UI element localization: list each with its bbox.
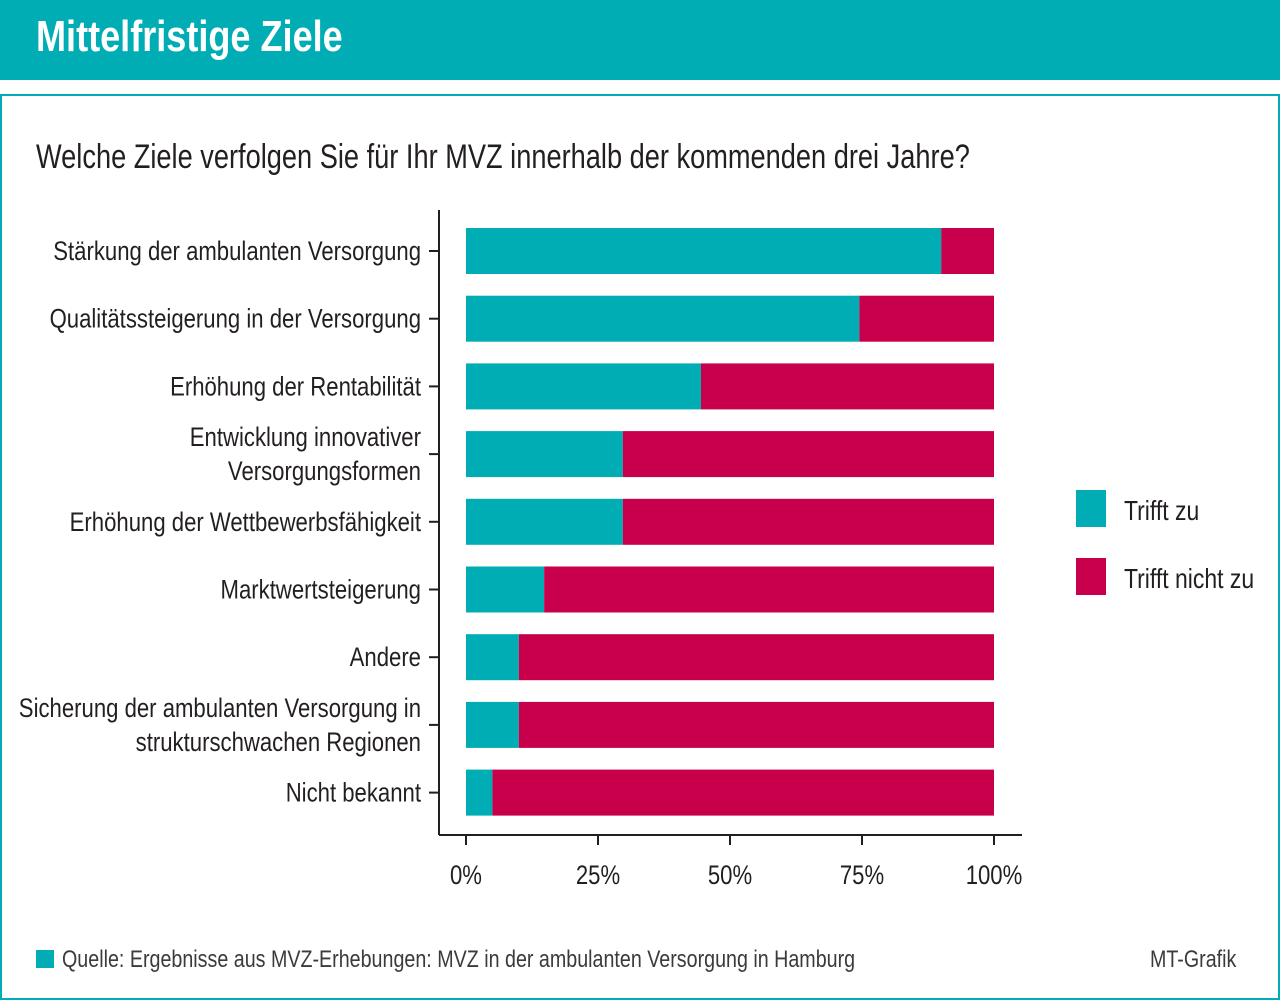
category-label-line: Entwicklung innovativer: [190, 423, 421, 453]
header-bar: Mittelfristige Ziele: [0, 0, 1280, 80]
chart-frame: [0, 94, 1280, 1000]
bar-trifft-zu: [466, 701, 519, 748]
bar-trifft-nicht-zu: [941, 228, 994, 274]
category-label-line: Versorgungsformen: [228, 457, 421, 487]
category-label-line: Andere: [350, 643, 421, 673]
legend-swatch: [1076, 558, 1106, 595]
bar-trifft-nicht-zu: [622, 498, 994, 545]
bar-trifft-zu: [466, 363, 701, 410]
category-label: Andere: [350, 643, 421, 673]
bar-trifft-zu: [466, 498, 623, 545]
category-label-line: Marktwertsteigerung: [221, 576, 421, 606]
bar-trifft-zu: [466, 566, 545, 613]
legend-swatch: [1076, 490, 1106, 527]
category-label: Qualitätssteigerung in der Versorgung: [50, 305, 421, 335]
chart-question: Welche Ziele verfolgen Sie für Ihr MVZ i…: [36, 138, 970, 176]
bar-trifft-nicht-zu: [700, 363, 994, 410]
page-title: Mittelfristige Ziele: [36, 12, 343, 61]
x-tick-label: 100%: [966, 861, 1023, 891]
bar-trifft-nicht-zu: [518, 634, 994, 681]
category-label: Stärkung der ambulanten Versorgung: [53, 237, 421, 267]
legend-label: Trifft zu: [1124, 496, 1199, 527]
source-note: Quelle: Ergebnisse aus MVZ-Erhebungen: M…: [62, 946, 856, 973]
bar-trifft-nicht-zu: [859, 295, 994, 342]
category-label-line: strukturschwachen Regionen: [136, 728, 421, 758]
x-tick-label: 0%: [450, 861, 482, 891]
category-label: Nicht bekannt: [286, 779, 421, 809]
category-label: Erhöhung der Wettbewerbsfähigkeit: [70, 508, 421, 538]
category-label-line: Qualitätssteigerung in der Versorgung: [50, 305, 421, 335]
category-label-line: Sicherung der ambulanten Versorgung in: [19, 694, 421, 724]
category-label: Entwicklung innovativer Versorgungsformen: [190, 423, 421, 487]
legend-label: Trifft nicht zu: [1124, 564, 1254, 595]
graphic-credit: MT-Grafik: [1149, 946, 1236, 973]
bar-trifft-zu: [466, 431, 623, 478]
bar-trifft-nicht-zu: [518, 701, 994, 748]
category-label-line: Nicht bekannt: [286, 779, 421, 809]
bar-trifft-zu: [466, 634, 519, 681]
x-tick-label: 50%: [708, 861, 752, 891]
category-label-line: Erhöhung der Wettbewerbsfähigkeit: [70, 508, 421, 538]
bar-trifft-nicht-zu: [622, 431, 994, 478]
footer-marker-square: [36, 950, 54, 968]
x-tick-label: 75%: [840, 861, 884, 891]
category-label-line: Stärkung der ambulanten Versorgung: [53, 237, 421, 267]
category-label-line: Erhöhung der Rentabilität: [170, 372, 421, 402]
bar-trifft-zu: [466, 295, 860, 342]
category-label: Marktwertsteigerung: [221, 576, 421, 606]
x-tick-label: 25%: [576, 861, 620, 891]
bar-trifft-nicht-zu: [492, 769, 994, 816]
category-label: Sicherung der ambulanten Versorgung in st…: [19, 694, 421, 758]
category-label: Erhöhung der Rentabilität: [170, 372, 421, 402]
bar-trifft-nicht-zu: [544, 566, 994, 613]
bar-trifft-zu: [466, 228, 942, 274]
bar-trifft-zu: [466, 769, 493, 816]
